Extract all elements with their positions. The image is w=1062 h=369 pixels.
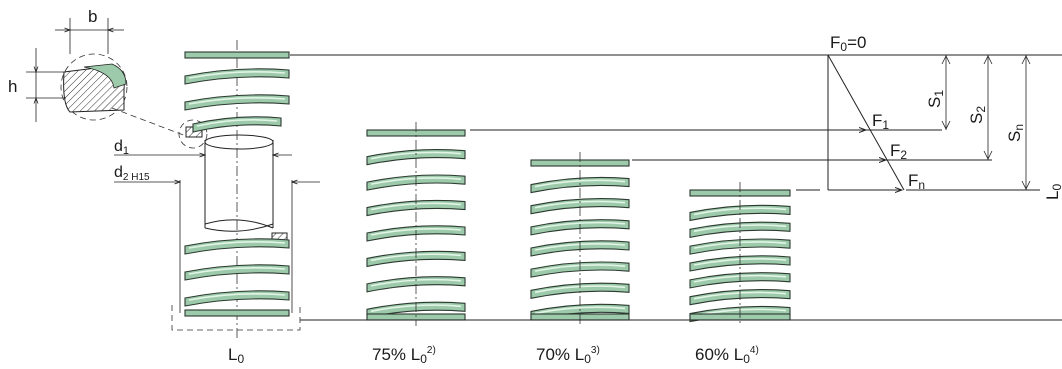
spring1-coil-2-highlight	[188, 96, 286, 105]
spring1-coil-1-highlight	[188, 70, 286, 79]
spring-label-free: L0	[228, 345, 244, 366]
force-fn-label: Fn	[908, 171, 925, 192]
spring75-coil-1-highlight	[370, 151, 462, 160]
detail-circle	[60, 53, 128, 121]
force-diagram: F0=0 F1 F2 Fn S1 S2 Sn L0	[827, 33, 1062, 200]
spring-free-length: d1 d2 H15	[114, 40, 320, 340]
spring1-top-plate	[184, 51, 290, 59]
force-f0-label: F0=0	[830, 33, 866, 54]
wire-section-top	[83, 63, 127, 89]
cross-section-detail: b h	[8, 7, 208, 149]
deflection-s2-label: S2	[967, 106, 988, 124]
spring-label-70: 70% L03)	[536, 345, 600, 366]
spring1-coil-5-highlight	[188, 266, 286, 275]
force-f1-label: F1	[872, 111, 889, 132]
dim-d2-label: d2 H15	[114, 164, 150, 183]
deflection-sn-label: Sn	[1005, 124, 1026, 142]
spring-label-60: 60% L04)	[695, 345, 759, 366]
spring70-coil-3-highlight	[534, 221, 626, 230]
free-length-l0-label: L0	[1043, 184, 1062, 200]
spring70-coil-1-highlight	[534, 179, 626, 188]
spring1-coil-6-highlight	[188, 292, 286, 301]
dim-d1-label: d1	[114, 138, 129, 157]
spring1-bottom-plate	[184, 309, 290, 317]
spring1-coil-3-highlight	[196, 118, 278, 127]
spring70-coil-7-highlight	[534, 306, 626, 315]
spring-labels: L0 75% L02) 70% L03) 60% L04)	[228, 345, 759, 366]
spring-label-75: 75% L02)	[372, 345, 436, 366]
deflection-s1-label: S1	[925, 90, 946, 108]
spring75-coil-4-highlight	[370, 227, 462, 236]
spring-coils	[184, 51, 791, 326]
detail-reference-circle	[178, 119, 208, 149]
dim-b-label: b	[88, 7, 97, 26]
spring1-coil-4-highlight	[188, 240, 286, 249]
dim-h-label: h	[8, 77, 17, 96]
force-f2-label: F2	[890, 141, 907, 162]
